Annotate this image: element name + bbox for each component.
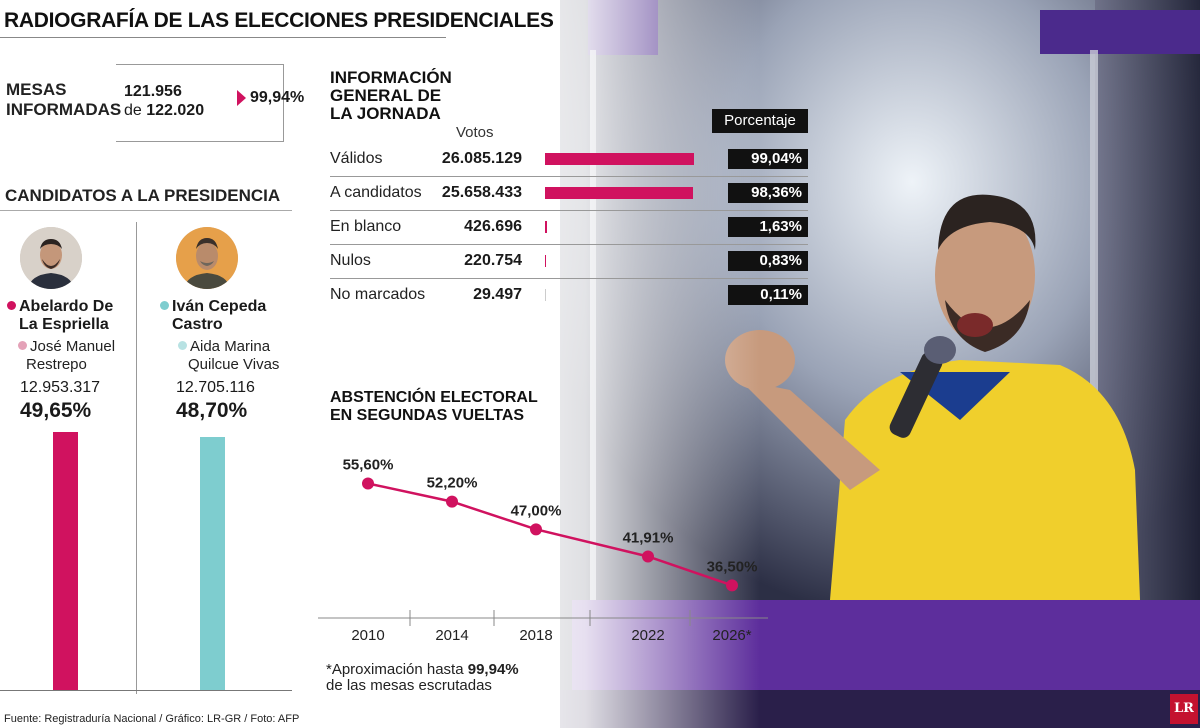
- votes-column-header: Votos: [456, 124, 494, 141]
- info-row-percent: 1,63%: [728, 217, 808, 237]
- candidate-2-dot: [160, 301, 169, 310]
- title-divider: [0, 37, 446, 38]
- candidate-2-percent: 48,70%: [176, 399, 248, 422]
- mesas-de-word: de: [124, 102, 142, 119]
- vice-2-line2: Quilcue Vivas: [188, 356, 280, 373]
- candidate-1-avatar: [20, 227, 82, 289]
- brand-logo: LR: [1170, 694, 1198, 724]
- abstention-title-line2: EN SEGUNDAS VUELTAS: [330, 407, 525, 424]
- info-row-bar: [545, 221, 548, 233]
- candidate-2-vice: Aida Marina Quilcue Vivas: [178, 338, 279, 374]
- abstention-title-line1: ABSTENCIÓN ELECTORAL: [330, 389, 538, 406]
- mesas-label-line1: MESAS: [6, 80, 67, 99]
- abstention-footnote: *Aproximación hasta 99,94% de las mesas …: [326, 662, 519, 694]
- arrow-right-icon: [237, 90, 246, 106]
- info-row-bar: [545, 255, 547, 267]
- info-row-divider: [330, 278, 808, 279]
- info-row-percent: 0,11%: [728, 285, 808, 305]
- abstention-point: [446, 495, 458, 508]
- info-row-bar: [545, 153, 694, 165]
- info-row-votes: 25.658.433: [441, 184, 522, 201]
- mesas-total-value: 122.020: [146, 102, 205, 119]
- candidate-1-name: Abelardo De La Espriella: [7, 298, 113, 334]
- candidate-1-name-line1: Abelardo De: [19, 298, 114, 315]
- info-row-label: En blanco: [330, 218, 402, 235]
- info-row-votes: 426.696: [464, 218, 522, 235]
- footnote-percent: 99,94%: [467, 661, 519, 678]
- abstention-title: ABSTENCIÓN ELECTORAL EN SEGUNDAS VUELTAS: [330, 389, 538, 425]
- mesas-total: de 122.020: [124, 101, 204, 120]
- info-row-percent: 98,36%: [728, 183, 808, 203]
- info-row-divider: [330, 176, 808, 177]
- vice-1-dot: [18, 341, 27, 350]
- abstention-series-line: [367, 482, 733, 587]
- candidate-1-votes: 12.953.317: [20, 379, 101, 396]
- info-row-votes: 29.497: [473, 286, 522, 303]
- info-title-line2: GENERAL DE: [330, 86, 442, 105]
- info-row-label: Nulos: [330, 252, 371, 269]
- candidates-divider: [0, 210, 292, 211]
- candidate-2-votes: 12.705.116: [176, 379, 255, 396]
- mesas-percent: 99,94%: [250, 89, 305, 106]
- vice-2-dot: [178, 341, 187, 350]
- info-row-bar: [545, 289, 546, 301]
- photo-fade: [300, 0, 760, 728]
- mesas-box: [116, 64, 284, 142]
- mesas-label: MESAS INFORMADAS: [6, 80, 121, 120]
- mesas-count: 121.956: [124, 83, 182, 100]
- abstention-data-label: 47,00%: [511, 502, 562, 519]
- abstention-year-label: 2022: [631, 627, 664, 644]
- abstention-data-label: 55,60%: [343, 456, 394, 473]
- abstention-year-label: 2026*: [712, 627, 751, 644]
- candidates-column-divider: [136, 222, 137, 694]
- candidate-1-vice: José Manuel Restrepo: [18, 338, 115, 374]
- footnote-prefix: *Aproximación hasta: [326, 661, 464, 678]
- source-credit: Fuente: Registraduría Nacional / Gráfico…: [4, 713, 300, 725]
- page-title: RADIOGRAFÍA DE LAS ELECCIONES PRESIDENCI…: [4, 9, 554, 32]
- person-icon: [176, 227, 238, 289]
- candidates-title: CANDIDATOS A LA PRESIDENCIA: [5, 186, 281, 205]
- abstention-data-label: 36,50%: [707, 558, 758, 575]
- vice-2-line1: Aida Marina: [190, 338, 271, 355]
- footnote-line2: de las mesas escrutadas: [326, 677, 492, 694]
- info-row-percent: 0,83%: [728, 251, 808, 271]
- candidate-1-name-line2: La Espriella: [19, 316, 109, 333]
- candidate-2-name-line2: Castro: [172, 316, 223, 333]
- abstention-point: [642, 550, 654, 563]
- abstention-data-label: 41,91%: [623, 529, 674, 546]
- info-row-bar: [545, 187, 693, 199]
- candidate-2-bar: [200, 436, 225, 690]
- abstention-year-label: 2018: [519, 627, 552, 644]
- abstention-year-label: 2014: [435, 627, 468, 644]
- abstention-point: [530, 523, 542, 536]
- abstention-data-label: 52,20%: [427, 475, 478, 492]
- person-icon: [20, 227, 82, 289]
- vice-1-line1: José Manuel: [30, 338, 116, 355]
- info-title-line1: INFORMACIÓN: [330, 68, 452, 87]
- candidate-1-dot: [7, 301, 16, 310]
- info-row-percent: 99,04%: [728, 149, 808, 169]
- info-row-votes: 26.085.129: [441, 150, 522, 167]
- info-title: INFORMACIÓN GENERAL DE LA JORNADA: [330, 69, 452, 123]
- info-row-label: Válidos: [330, 150, 383, 167]
- info-row-divider: [330, 210, 808, 211]
- abstention-point: [362, 477, 374, 490]
- candidate-1-bar: [53, 431, 78, 690]
- info-row-divider: [330, 244, 808, 245]
- percent-column-header: Porcentaje: [712, 109, 808, 133]
- mesas-label-line2: INFORMADAS: [6, 100, 122, 119]
- info-row-votes: 220.754: [464, 252, 522, 269]
- info-row-label: A candidatos: [330, 184, 422, 201]
- abstention-year-label: 2010: [351, 627, 384, 644]
- candidate-2-name: Iván Cepeda Castro: [160, 298, 266, 334]
- candidate-2-avatar: [176, 227, 238, 289]
- candidates-baseline: [0, 690, 292, 691]
- abstention-line-chart: 55,60% 2010 52,20% 2014 47,00% 2018 41,91% 2022…: [318, 456, 768, 644]
- info-title-line3: LA JORNADA: [330, 104, 441, 123]
- candidate-2-name-line1: Iván Cepeda: [172, 298, 267, 315]
- abstention-point: [726, 579, 738, 592]
- candidate-1-percent: 49,65%: [20, 399, 92, 422]
- vice-1-line2: Restrepo: [26, 356, 87, 373]
- info-row-label: No marcados: [330, 286, 426, 303]
